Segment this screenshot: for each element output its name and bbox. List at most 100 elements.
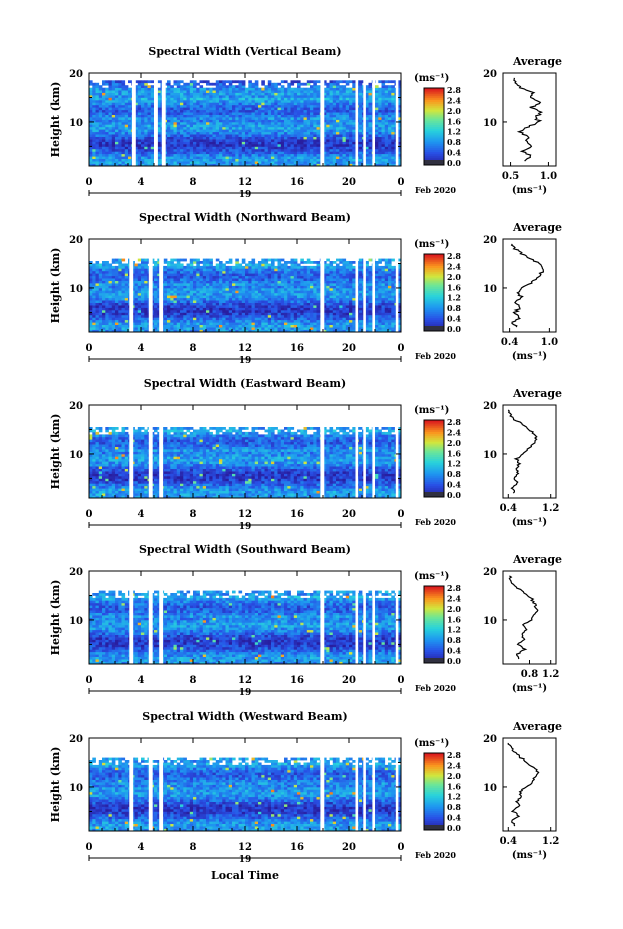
heatmap-cell [306,112,311,115]
heatmap-cell [105,97,109,101]
heatmap-cell [183,161,187,164]
heatmap-cell [124,161,129,164]
heatmap-cell [384,114,389,118]
heatmap-cell [111,310,116,313]
heatmap-cell [352,114,356,118]
heatmap-cell [336,82,340,86]
heatmap-cell [118,80,122,84]
heatmap-cell [180,258,184,262]
heatmap-cell [157,261,161,264]
heatmap-cell [95,300,100,303]
heatmap-cell [115,112,119,115]
heatmap-cell [336,139,340,142]
heatmap-cell [199,324,204,328]
heatmap-cell [241,134,246,137]
heatmap-cell [212,302,217,306]
heatmap-cell [147,95,152,98]
heatmap-cell [384,156,389,159]
heatmap-cell [264,278,269,281]
heatmap-cell [254,312,259,316]
heatmap-cell [180,322,184,325]
heatmap-cell [115,117,119,120]
heatmap-cell [202,327,207,330]
heatmap-cell [206,95,210,98]
heatmap-cell [95,280,100,284]
heatmap-cell [89,161,93,164]
heatmap-cell [134,134,139,137]
heatmap-cell [293,99,298,103]
heatmap-cell [215,82,220,86]
heatmap-cell [277,119,282,123]
heatmap-cell [310,102,314,106]
heatmap-cell [235,329,239,333]
heatmap-cell [95,327,100,330]
heatmap-cell [284,114,288,118]
heatmap-cell [144,151,148,155]
heatmap-cell [280,85,285,88]
heatmap-cell [368,163,373,167]
heatmap-cell [173,322,178,325]
heatmap-cell [222,153,226,157]
heatmap-cell [235,117,239,120]
heatmap-cell [199,104,204,108]
heatmap-cell [108,302,113,306]
heatmap-cell [248,87,252,91]
heatmap-cell [391,119,395,123]
heatmap-cell [316,104,321,108]
heatmap-cell [375,126,379,130]
heatmap-cell [297,92,301,96]
heatmap-cell [167,319,171,323]
heatmap-cell [193,126,197,130]
heatmap-cell [345,134,350,137]
heatmap-cell [196,82,200,86]
heatmap-cell [150,151,155,155]
heatmap-cell [261,129,265,133]
heatmap-cell [264,265,269,269]
heatmap-cell [193,131,197,135]
heatmap-cell [105,280,109,284]
heatmap-cell [124,329,129,333]
heatmap-cell [241,278,246,281]
heatmap-cell [225,107,230,111]
heatmap-cell [225,156,230,159]
heatmap-cell [345,117,350,120]
heatmap-cell [209,310,213,313]
heatmap-cell [111,99,116,103]
heatmap-cell [105,302,109,306]
heatmap-cell [254,97,259,101]
heatmap-cell [115,146,119,150]
heatmap-cell [206,144,210,147]
heatmap-cell [199,153,204,157]
heatmap-cell [339,92,343,96]
heatmap-cell [183,146,187,150]
heatmap-cell [280,124,285,128]
heatmap-cell [202,139,207,142]
colorbar-segment [424,140,444,143]
heatmap-cell [238,263,243,267]
heatmap-cell [141,102,145,106]
heatmap-cell [326,82,330,86]
heatmap-cell [222,310,226,313]
heatmap-cell [183,85,187,88]
heatmap-cell [215,158,220,162]
heatmap-cell [206,156,210,159]
heatmap-cell [150,146,155,150]
heatmap-cell [329,117,334,120]
heatmap-cell [245,297,249,301]
heatmap-cell [134,99,139,103]
heatmap-cell [163,297,168,301]
heatmap-cell [339,119,343,123]
heatmap-cell [368,117,373,120]
heatmap-cell [108,82,113,86]
heatmap-cell [144,263,148,267]
heatmap-cell [297,99,301,103]
heatmap-cell [271,124,275,128]
heatmap-cell [209,317,213,321]
heatmap-cell [222,146,226,150]
heatmap-cell [349,156,353,159]
heatmap-cell [313,85,317,88]
heatmap-cell [92,273,96,277]
heatmap-cell [173,82,178,86]
heatmap-cell [329,99,334,103]
heatmap-cell [95,297,100,301]
